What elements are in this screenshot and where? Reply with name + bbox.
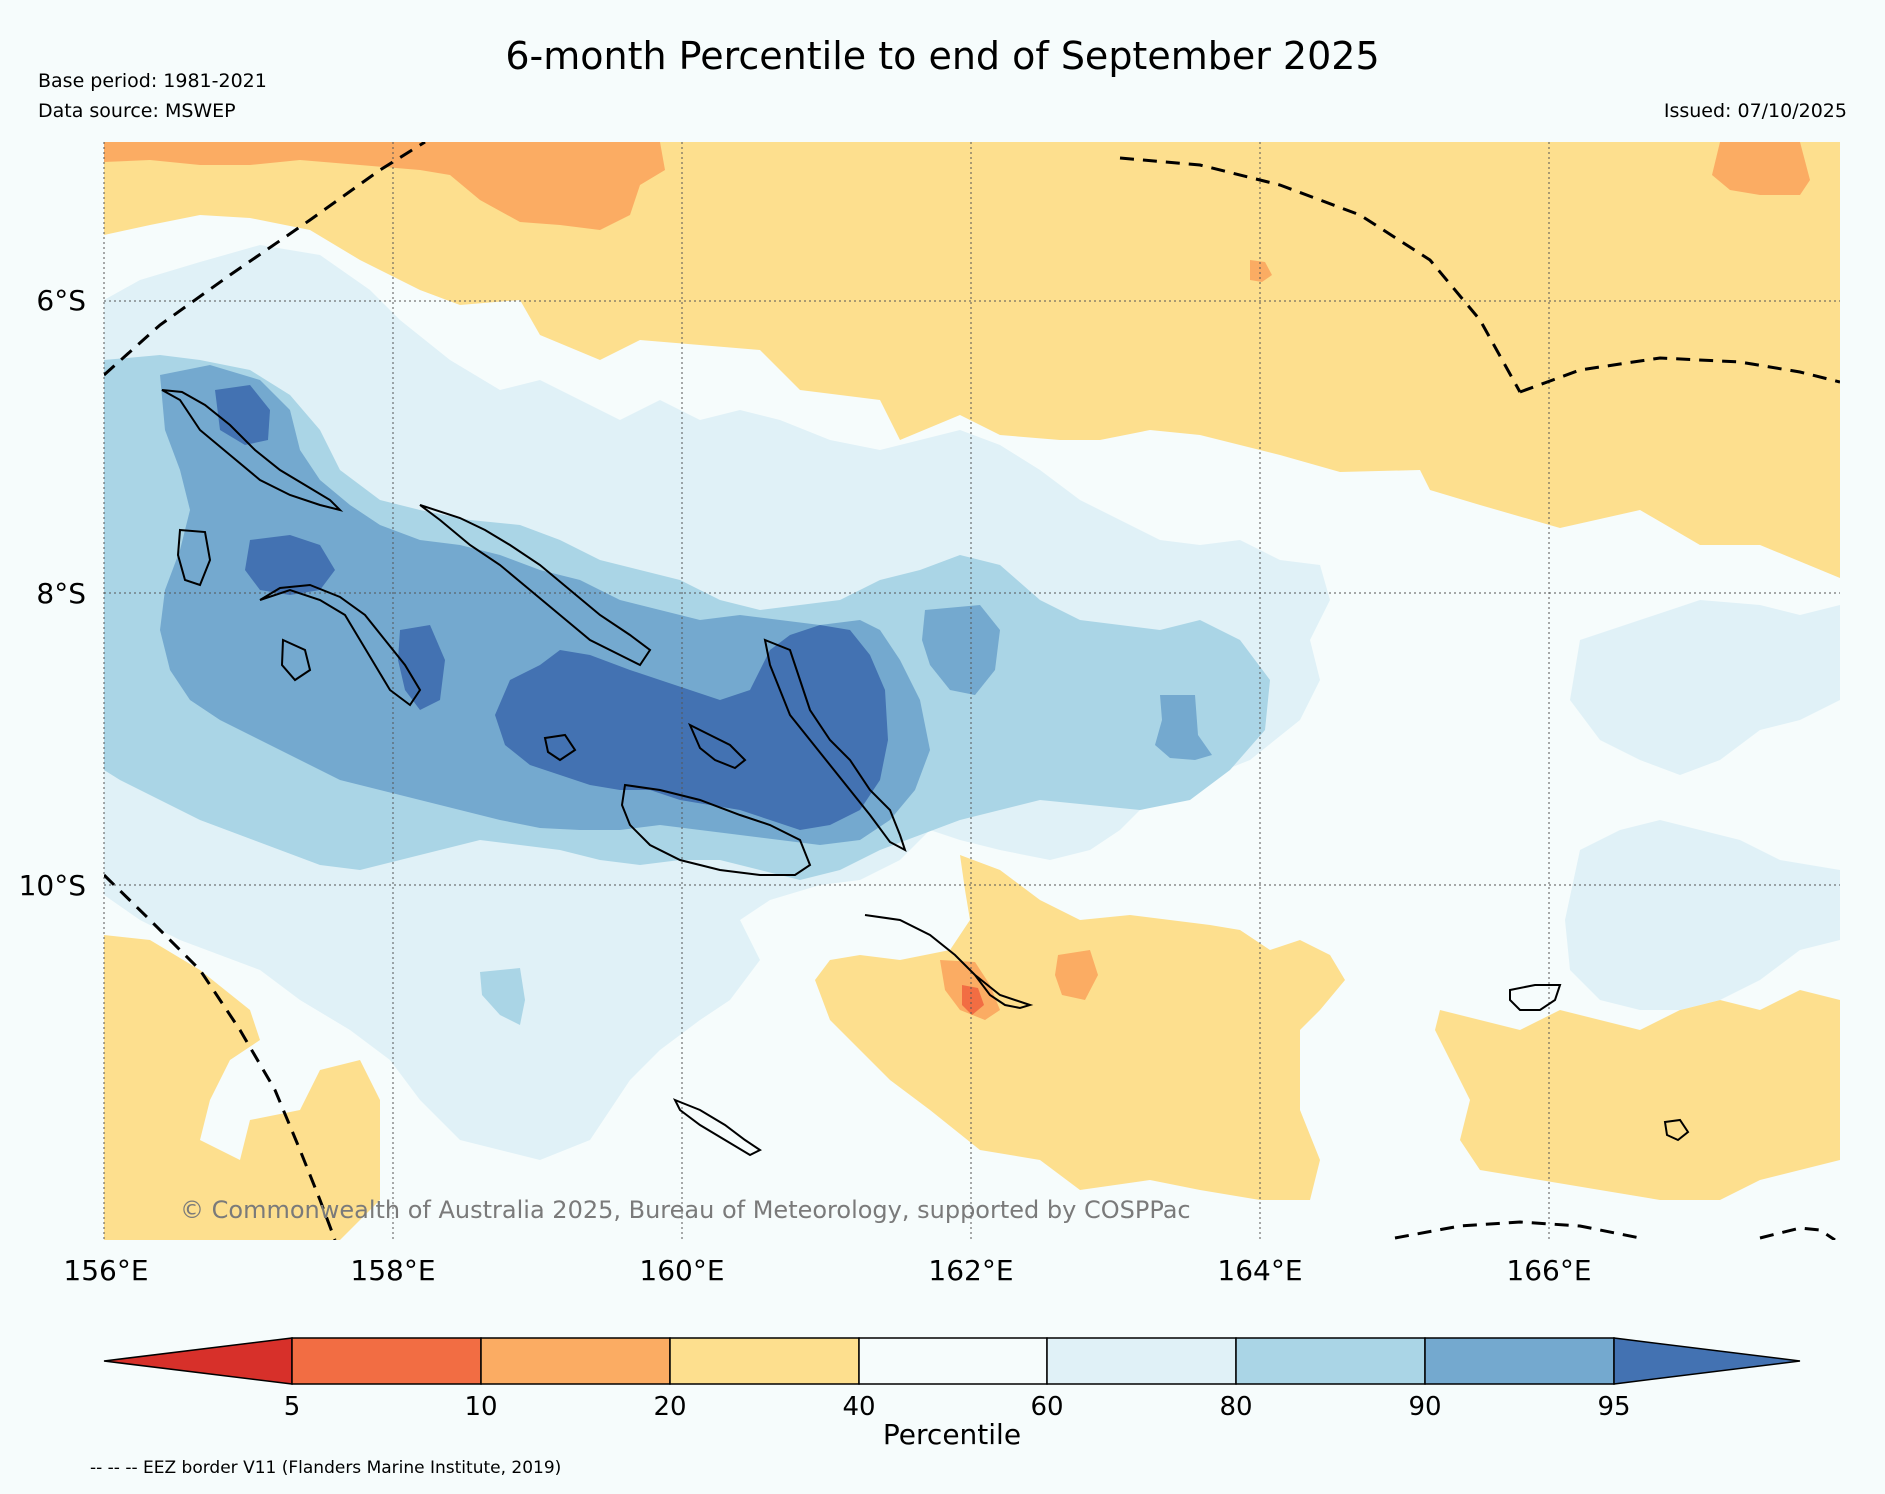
colorbar-tick-95: 95 (1597, 1392, 1630, 1422)
colorbar-title: Percentile (883, 1418, 1021, 1451)
eez-border-east (1519, 356, 1840, 394)
colorbar-swatch-90-95 (1424, 1337, 1615, 1385)
colorbar-tick-labels: 5 10 20 40 60 80 90 95 (284, 1392, 1631, 1422)
colorbar (103, 1337, 1801, 1385)
percentile-band-20-40-southwest (104, 935, 380, 1240)
longitude-labels: 156°E 158°E 160°E 162°E 164°E 166°E (63, 1254, 1591, 1287)
eez-border-northeast (1119, 156, 1522, 393)
colorbar-tick-20: 20 (653, 1392, 686, 1422)
colorbar-swatch-5-10 (291, 1337, 482, 1385)
percentile-band-20-40-north (104, 142, 1840, 578)
percentile-band-20-40-south-central (815, 855, 1345, 1200)
lat-label-8s: 8°S (36, 577, 86, 610)
eez-border-south (1394, 1220, 1641, 1240)
coastline-malaita (763, 638, 907, 853)
eez-border-southeast (1759, 1226, 1836, 1240)
colorbar-swatch-80-90 (1235, 1337, 1426, 1385)
colorbar-tick-40: 40 (842, 1392, 875, 1422)
colorbar-swatch-20-40 (669, 1337, 860, 1385)
colorbar-swatch-40-60 (858, 1337, 1048, 1385)
coastline-santa-isabel-small (176, 528, 212, 587)
data-source-text: Data source: MSWEP (38, 100, 236, 122)
graticule (103, 142, 1840, 1240)
lat-label-6s: 6°S (36, 284, 86, 317)
colorbar-tick-10: 10 (464, 1392, 497, 1422)
lon-label-160e: 160°E (639, 1254, 724, 1287)
coastline-rennell (672, 1098, 762, 1157)
percentile-band-20-40-southeast (1435, 990, 1840, 1200)
base-period-text: Base period: 1981-2021 (38, 70, 267, 92)
lon-label-166e: 166°E (1506, 1254, 1591, 1287)
lon-label-162e: 162°E (928, 1254, 1013, 1287)
coastline-makira (864, 914, 1034, 1010)
percentile-band-80-90-southwest-patch (480, 968, 525, 1025)
colorbar-tick-80: 80 (1219, 1392, 1252, 1422)
coastline-santa-cruz (1509, 984, 1562, 1011)
latitude-labels: 6°S 8°S 10°S (19, 284, 86, 902)
eez-border-southwest (104, 873, 337, 1240)
colorbar-swatch-above-95 (1613, 1337, 1801, 1385)
colorbar-tick-60: 60 (1030, 1392, 1063, 1422)
percentile-band-10-20-patch (1250, 260, 1272, 282)
copyright-text: © Commonwealth of Australia 2025, Bureau… (180, 1196, 1191, 1224)
coastline-bougainville (161, 389, 344, 512)
coastlines (161, 389, 1690, 1157)
percentile-band-above-95-west (245, 535, 335, 595)
colorbar-tick-90: 90 (1408, 1392, 1441, 1422)
coastline-florida-islands (687, 722, 747, 770)
percentile-band-90-95-east-patch (1155, 695, 1212, 760)
coastline-new-georgia (259, 583, 422, 707)
lon-label-164e: 164°E (1217, 1254, 1302, 1287)
percentile-band-60-80-southeast (1565, 820, 1840, 1010)
eez-border-footnote: -- -- -- EEZ border V11 (Flanders Marine… (90, 1458, 562, 1478)
lon-label-156e: 156°E (63, 1254, 148, 1287)
colorbar-swatch-below-5 (103, 1337, 293, 1385)
coastline-guadalcanal (620, 783, 812, 876)
percentile-band-above-95-central-2 (398, 625, 445, 710)
percentile-band-5-10-patch (962, 985, 984, 1015)
percentile-band-above-95-west-2 (215, 385, 270, 445)
eez-borders (104, 142, 1840, 1240)
colorbar-swatch-10-20 (480, 1337, 671, 1385)
percentile-band-10-20-east-patch (1055, 950, 1098, 1000)
percentile-band-90-95-central-patch (922, 605, 1000, 695)
coastline-vella-lavella (280, 638, 312, 682)
percentile-band-60-80-east (1570, 600, 1840, 775)
percentile-band-10-20-north (104, 142, 665, 230)
map-title: 6-month Percentile to end of September 2… (505, 34, 1380, 78)
coastline-russell (543, 733, 577, 762)
colorbar-swatch-60-80 (1046, 1337, 1237, 1385)
issued-date-text: Issued: 07/10/2025 (1663, 100, 1847, 122)
lon-label-158e: 158°E (350, 1254, 435, 1287)
lat-label-10s: 10°S (19, 869, 86, 902)
colorbar-tick-5: 5 (284, 1392, 301, 1422)
map-plot-area (104, 142, 1840, 1240)
coastline-choiseul (419, 504, 652, 667)
coastline-vanikoro (1663, 1118, 1690, 1142)
eez-border-northwest (104, 142, 426, 377)
percentile-band-10-20-northeast (1712, 142, 1810, 195)
